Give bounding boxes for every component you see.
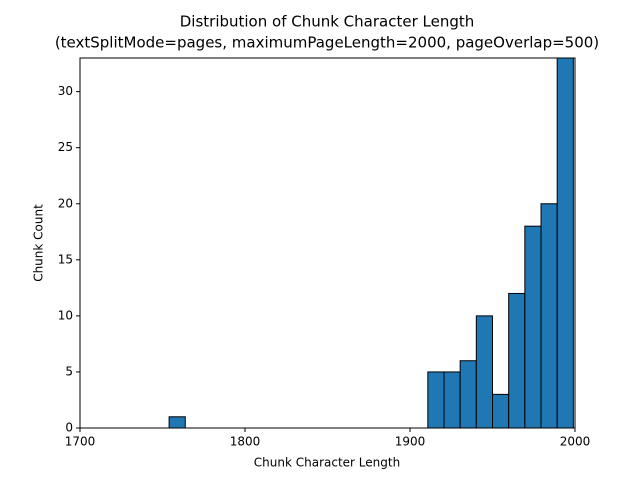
x-tick-label: 1700 [65,435,96,449]
bar [459,360,477,428]
bar [508,292,526,428]
y-tick-label: 30 [58,84,73,98]
y-tick-label: 5 [65,364,73,378]
plot-frame [79,57,576,429]
x-tick-label: 1900 [395,435,426,449]
bar [475,315,493,428]
bar [492,393,510,428]
bar [427,371,445,428]
chart-subtitle: (textSplitMode=pages, maximumPageLength=… [55,34,599,52]
y-tick-label: 15 [58,252,73,266]
chart-title: Distribution of Chunk Character Length [180,13,475,31]
x-tick-label: 2000 [560,435,591,449]
bar [556,58,574,428]
bar [168,416,186,428]
bar [443,371,461,428]
axes: 1700 1800 1900 2000 0 5 10 15 20 25 30 [58,57,591,449]
y-tick-label: 25 [58,140,73,154]
y-axis-label: Chunk Count [32,204,46,282]
bar [540,203,558,428]
bars [168,58,574,428]
x-tick-label: 1800 [230,435,261,449]
bar [524,225,542,428]
y-tick-label: 0 [65,421,73,435]
x-axis-label: Chunk Character Length [254,456,400,470]
y-tick-label: 10 [58,308,73,322]
y-tick-label: 20 [58,196,73,210]
